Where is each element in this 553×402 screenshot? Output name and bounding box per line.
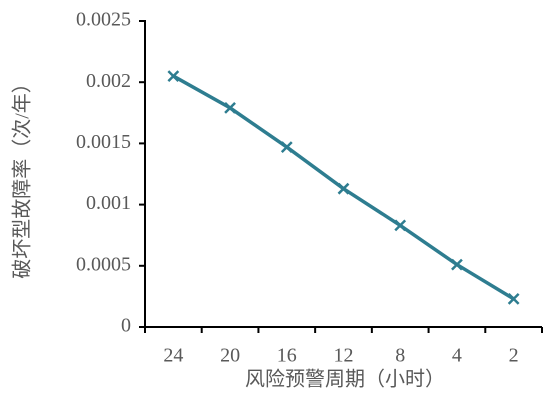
x-tick-label: 2 (509, 345, 519, 367)
marker (507, 292, 520, 305)
y-axis-label: 破坏型故障率（次/年） (11, 73, 34, 279)
y-tick-label: 0.001 (86, 192, 131, 214)
x-tick-label: 16 (277, 345, 297, 367)
x-tick-label: 8 (395, 345, 405, 367)
x-axis-label: 风险预警周期（小时） (245, 368, 445, 391)
marker (394, 219, 407, 232)
y-tick-label: 0.0015 (76, 131, 131, 153)
marker (224, 102, 236, 114)
marker (337, 182, 350, 195)
x-tick-label: 4 (452, 345, 462, 367)
x-tick-label: 12 (334, 345, 354, 367)
y-tick-label: 0.0025 (76, 9, 131, 31)
marker (451, 258, 463, 271)
y-tick-label: 0 (121, 315, 131, 337)
y-tick-label: 0.002 (86, 70, 131, 92)
marker (280, 141, 293, 153)
x-tick-label: 24 (163, 345, 183, 367)
marker (167, 70, 180, 82)
x-tick-label: 20 (220, 345, 240, 367)
y-tick-label: 0.0005 (76, 253, 131, 275)
